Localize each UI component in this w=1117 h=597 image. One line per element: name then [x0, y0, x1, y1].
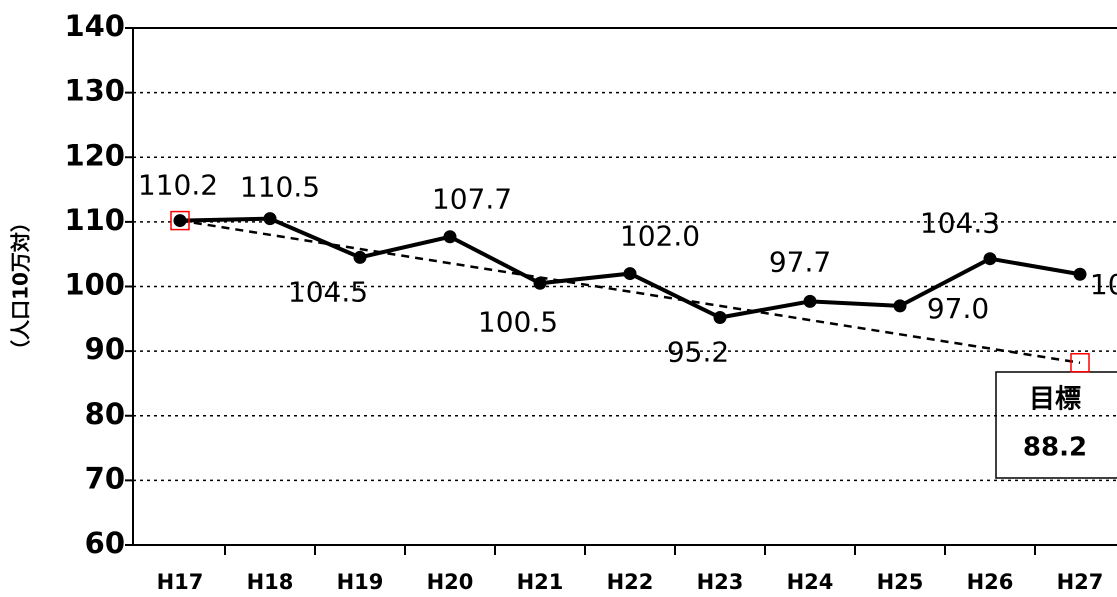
x-tick-label: H22 — [607, 570, 654, 594]
x-tick-label: H18 — [247, 570, 294, 594]
data-point — [443, 230, 457, 244]
x-tick-label: H26 — [967, 570, 1014, 594]
value-label: 102.0 — [620, 220, 700, 253]
value-label: 104.5 — [288, 275, 368, 308]
data-point — [1073, 267, 1087, 281]
x-tick-label: H27 — [1057, 570, 1104, 594]
data-point — [713, 311, 727, 325]
value-label: 97.7 — [769, 245, 831, 278]
data-point — [353, 250, 367, 264]
y-tick-label: 110 — [64, 203, 125, 237]
value-label: 95.2 — [667, 336, 729, 369]
target-marker — [170, 210, 190, 231]
data-point — [533, 276, 547, 290]
value-label: 110.2 — [138, 169, 218, 202]
value-label: 97.0 — [927, 292, 989, 325]
x-tick-label: H19 — [337, 570, 384, 594]
data-point — [893, 299, 907, 313]
y-tick-label: 140 — [64, 9, 125, 43]
data-point — [983, 252, 997, 266]
target-line — [179, 219, 1081, 364]
target-box — [995, 371, 1117, 479]
x-tick-label: H17 — [157, 570, 204, 594]
value-label: 101.9 — [1090, 268, 1117, 301]
y-tick-label: 80 — [85, 397, 125, 431]
data-point — [173, 214, 187, 228]
x-tick-label: H23 — [697, 570, 744, 594]
x-tick-label: H25 — [877, 570, 924, 594]
x-tick-label: H20 — [427, 570, 474, 594]
x-tick-label: H24 — [787, 570, 834, 594]
value-label: 100.5 — [478, 305, 558, 338]
y-tick-label: 90 — [85, 332, 125, 366]
y-tick-label: 60 — [85, 526, 125, 560]
data-point — [803, 294, 817, 308]
data-point — [263, 212, 277, 226]
value-label: 104.3 — [920, 207, 1000, 240]
target-marker — [1070, 353, 1090, 373]
value-label: 110.5 — [240, 171, 320, 204]
x-tick-label: H21 — [517, 570, 564, 594]
y-axis-label: （人口10万対） — [9, 212, 33, 360]
data-point — [623, 267, 637, 281]
y-tick-label: 130 — [64, 74, 125, 108]
y-tick-label: 100 — [64, 268, 125, 302]
y-tick-label: 70 — [85, 461, 125, 495]
y-tick-label: 120 — [64, 138, 125, 172]
value-label: 107.7 — [432, 183, 512, 216]
target-label: 目標 — [1029, 385, 1081, 415]
target-value: 88.2 — [1023, 433, 1087, 463]
